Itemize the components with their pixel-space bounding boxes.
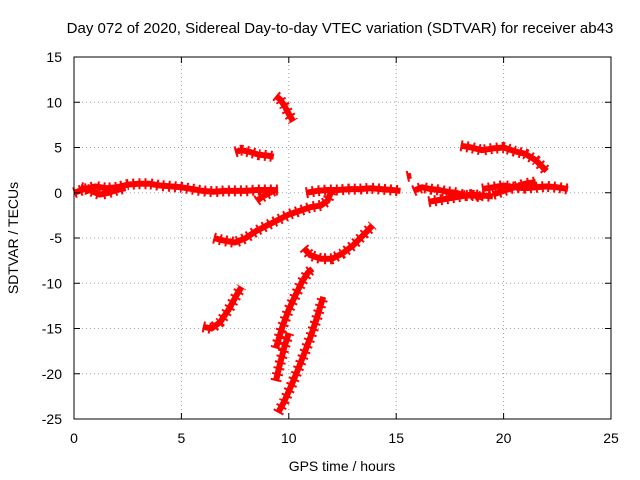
series-markers-18 xyxy=(405,170,413,182)
series-markers-7 xyxy=(299,221,377,265)
series-trace-8 xyxy=(202,285,245,332)
series-markers-2 xyxy=(78,182,127,201)
y-axis-label: SDTVAR / TECUs xyxy=(5,182,21,294)
x-tick-labels: 0 5 10 15 20 25 xyxy=(70,430,619,446)
series-markers-16 xyxy=(491,176,537,200)
chart-title: Day 072 of 2020, Sidereal Day-to-day VTE… xyxy=(67,20,614,37)
series-markers-3 xyxy=(253,184,279,206)
y-tick-label: 15 xyxy=(46,49,62,65)
y-tick-label: -5 xyxy=(50,230,63,246)
x-tick-label: 15 xyxy=(388,430,404,446)
y-tick-labels: -25 -20 -15 -10 -5 0 5 10 15 xyxy=(42,49,62,427)
series-markers-14 xyxy=(427,189,494,208)
y-tick-label: -20 xyxy=(42,366,62,382)
data-series-group xyxy=(72,91,569,416)
series-markers-8 xyxy=(201,284,247,334)
x-tick-label: 10 xyxy=(281,430,297,446)
y-tick-label: -25 xyxy=(42,411,62,427)
y-tick-label: 0 xyxy=(54,185,62,201)
series-trace-9 xyxy=(273,266,315,350)
series-markers-10 xyxy=(270,331,295,383)
series-markers-11 xyxy=(273,295,329,416)
x-tick-label: 5 xyxy=(178,430,186,446)
y-tick-label: 10 xyxy=(46,94,62,110)
y-tick-label: -10 xyxy=(42,275,62,291)
series-markers-1 xyxy=(72,178,279,198)
series-markers-13 xyxy=(411,181,484,203)
y-tick-label: -15 xyxy=(42,321,62,337)
y-tick-label: 5 xyxy=(54,140,62,156)
series-trace-6 xyxy=(212,188,335,246)
series-markers-4 xyxy=(233,144,275,163)
grid xyxy=(74,57,611,419)
series-markers-17 xyxy=(459,140,551,175)
x-tick-label: 0 xyxy=(70,430,78,446)
series-markers-12 xyxy=(305,182,402,199)
x-tick-label: 25 xyxy=(603,430,619,446)
series-markers-5 xyxy=(272,91,298,125)
series-trace-12 xyxy=(305,185,401,196)
x-tick-label: 20 xyxy=(496,430,512,446)
axis-ticks xyxy=(73,56,612,420)
series-markers-9 xyxy=(270,264,316,350)
series-markers-6 xyxy=(212,187,337,248)
series-markers-15 xyxy=(481,180,569,195)
x-axis-label: GPS time / hours xyxy=(289,458,396,474)
